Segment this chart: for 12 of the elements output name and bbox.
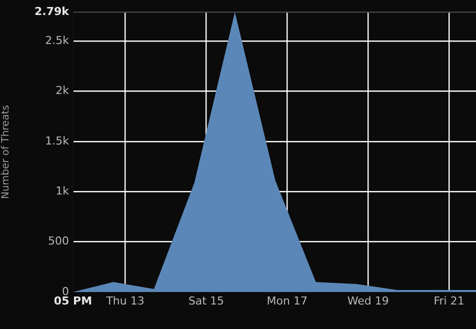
- x-tick-label: Thu 13: [105, 294, 144, 308]
- x-tick-label: Sat 15: [188, 294, 224, 308]
- y-tick-label: 1.5k: [45, 134, 70, 148]
- y-tick-label: 500: [48, 234, 69, 248]
- y-tick-label: 1k: [56, 184, 70, 198]
- x-tick-label: Wed 19: [347, 294, 389, 308]
- x-tick-label: Fri 21: [434, 294, 464, 308]
- y-tick-label: 2k: [56, 84, 70, 98]
- y-tick-label: 2.79k: [34, 4, 70, 18]
- y-axis-title: Number of Threats: [0, 105, 12, 199]
- y-tick-label: 2.5k: [45, 34, 70, 47]
- x-tick-label: Mon 17: [266, 294, 308, 308]
